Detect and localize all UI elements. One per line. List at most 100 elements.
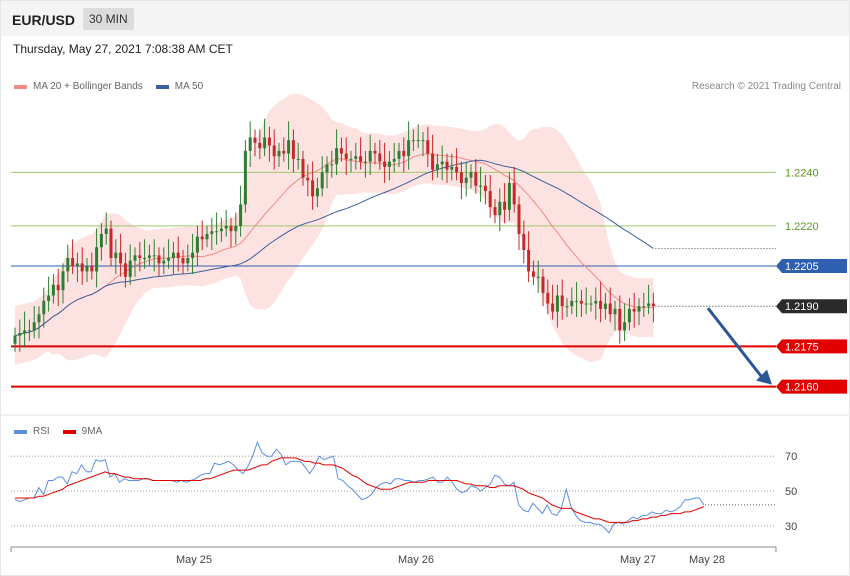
candle [186,258,190,264]
candle [263,137,267,149]
candle [306,177,310,181]
timeframe-button[interactable]: 30 MIN [83,8,134,30]
candle [66,258,70,272]
candle [373,150,377,154]
candle [315,188,319,197]
level-tag [776,339,847,354]
candle [435,164,439,170]
candle [71,258,75,267]
candle [575,300,579,302]
candle [632,308,636,312]
candle [488,191,492,208]
bollinger-band [15,93,654,366]
candle [157,255,161,264]
candle [469,172,473,178]
candle [210,231,214,234]
candle [133,255,137,261]
candle [229,225,233,232]
candle [32,322,36,331]
candle [507,183,511,210]
candle [426,140,430,154]
candle [589,303,593,305]
rsi-tick-label: 70 [785,451,797,463]
candle [536,276,540,278]
candle [51,284,55,296]
candle [618,308,622,331]
candle [176,252,180,259]
candle [61,271,65,291]
candle [42,300,46,315]
candle [47,295,51,301]
candle [637,306,641,312]
candle [378,153,382,162]
candle [368,150,372,162]
candle [565,306,569,308]
candle [455,166,459,173]
candle [272,145,276,157]
candle [301,158,305,178]
candle [200,236,204,240]
candle [75,263,79,267]
candle [464,177,468,184]
candle [296,158,300,160]
candle [555,295,559,312]
timestamp: Thursday, May 27, 2021 7:08:38 AM CET [13,42,233,56]
candle [613,308,617,315]
candle [594,300,598,304]
candle [339,148,343,154]
candle [195,236,199,253]
candle [431,153,435,170]
candle [123,263,127,277]
legend-swatch-ma20 [14,84,27,89]
candle [224,225,228,229]
candle [128,260,132,277]
candle [27,330,31,332]
rsi-tick-label: 30 [785,521,797,533]
x-tick-label: May 28 [689,554,725,566]
candle [162,260,166,264]
candle [402,150,406,157]
candle [109,228,113,259]
candle [258,142,262,149]
x-tick-label: May 27 [620,554,656,566]
candle [253,137,257,143]
candle [219,228,223,232]
candle [459,172,463,184]
candle [80,263,84,272]
candle [599,300,603,309]
legend-swatch-rsi-ma [62,429,76,434]
level-tag [776,299,847,314]
x-tick-label: May 25 [176,554,212,566]
candle [560,295,564,307]
candle [512,183,516,205]
candle [119,252,123,264]
candle [397,150,401,159]
rsi-ma-line [15,457,705,523]
candle [143,258,147,260]
candle [498,201,502,216]
candle [407,140,411,157]
candle [546,292,550,304]
level-label: 1.2175 [785,341,819,353]
price-legend: MA 20 + Bollinger Bands MA 50 [14,81,203,92]
candle [623,322,627,331]
candle [243,150,247,205]
candle [570,300,574,307]
candle [205,233,209,240]
candle [56,284,60,291]
candle [363,161,367,163]
candle [387,161,391,167]
candle [421,140,425,142]
candle [181,258,185,264]
level-label: 1.2160 [785,382,819,394]
candle [287,140,291,154]
candle [234,225,238,232]
candle [320,172,324,189]
rsi-legend: RSI 9MA [14,426,102,437]
candle [138,255,142,259]
candle [503,201,507,210]
candle [647,303,651,307]
candle [147,255,151,259]
legend-item-ma20: MA 20 + Bollinger Bands [33,81,143,92]
